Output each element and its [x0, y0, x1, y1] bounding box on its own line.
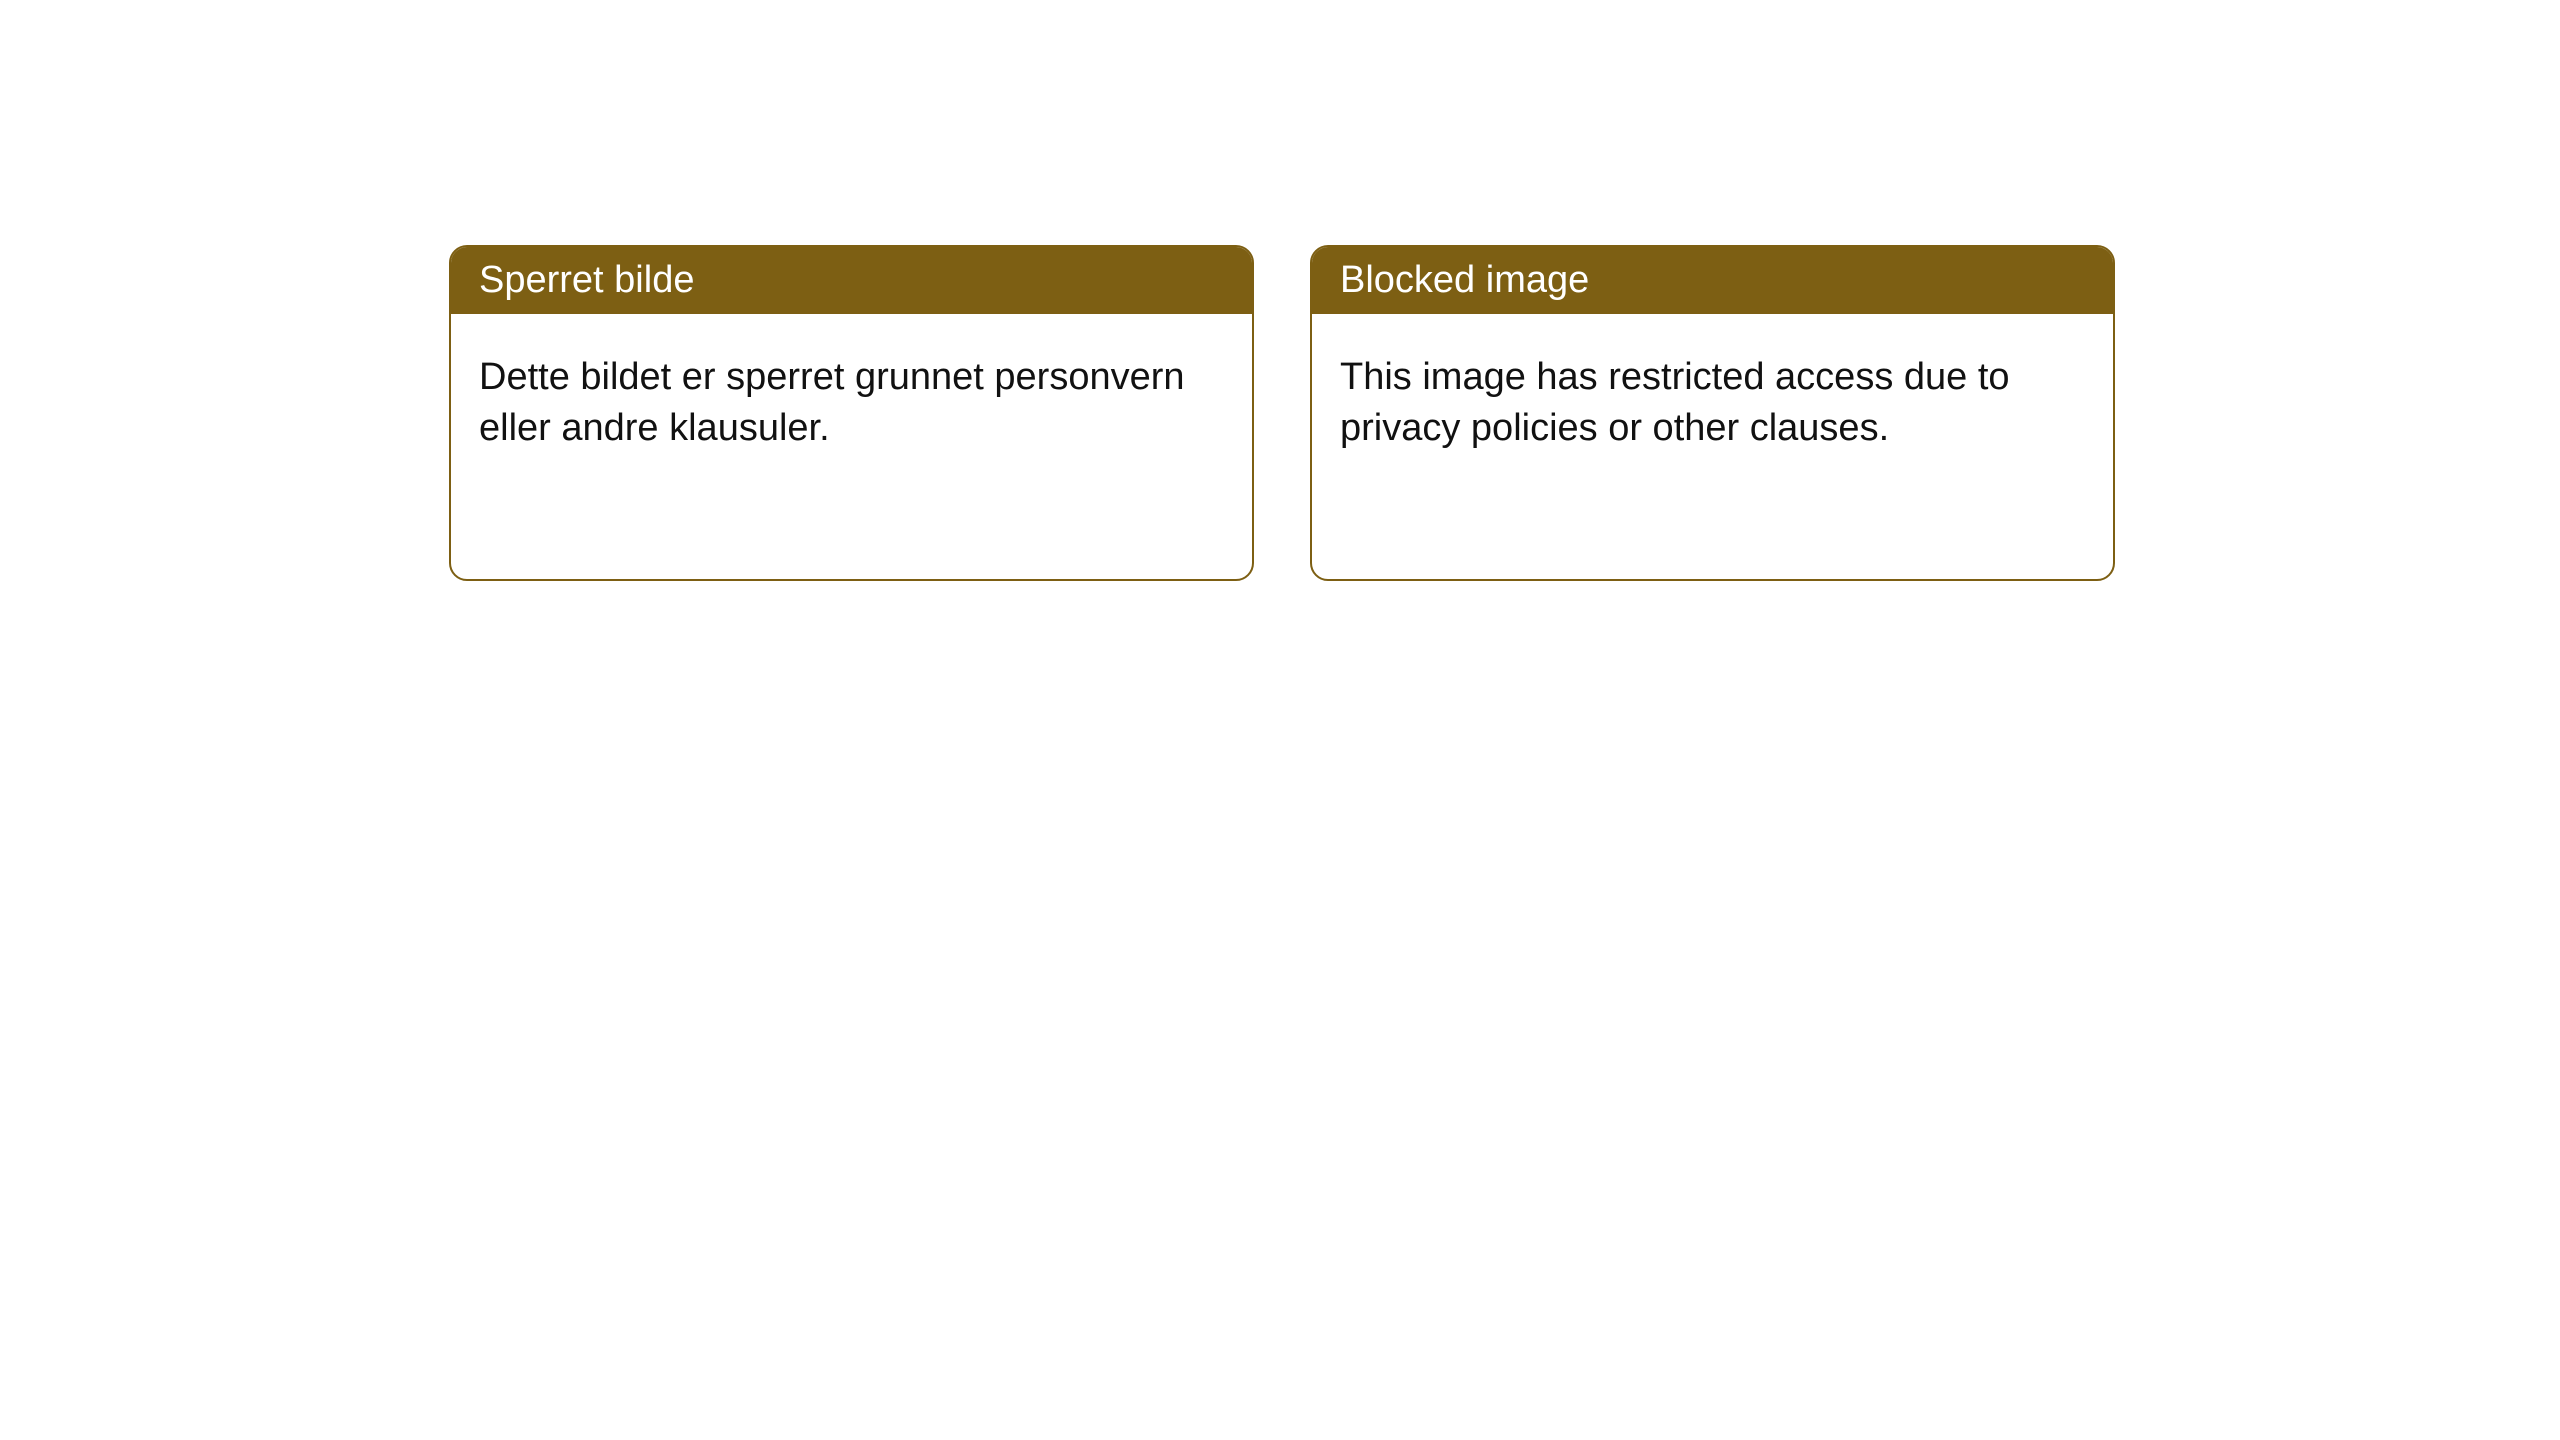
card-header: Blocked image [1312, 247, 2113, 314]
notice-card-norwegian: Sperret bilde Dette bildet er sperret gr… [449, 245, 1254, 581]
notice-cards-container: Sperret bilde Dette bildet er sperret gr… [0, 0, 2560, 581]
card-message: Dette bildet er sperret grunnet personve… [479, 356, 1185, 449]
card-body: This image has restricted access due to … [1312, 314, 2113, 493]
card-body: Dette bildet er sperret grunnet personve… [451, 314, 1252, 493]
card-header: Sperret bilde [451, 247, 1252, 314]
card-message: This image has restricted access due to … [1340, 356, 2010, 449]
card-title: Sperret bilde [479, 259, 694, 301]
card-title: Blocked image [1340, 259, 1589, 301]
notice-card-english: Blocked image This image has restricted … [1310, 245, 2115, 581]
